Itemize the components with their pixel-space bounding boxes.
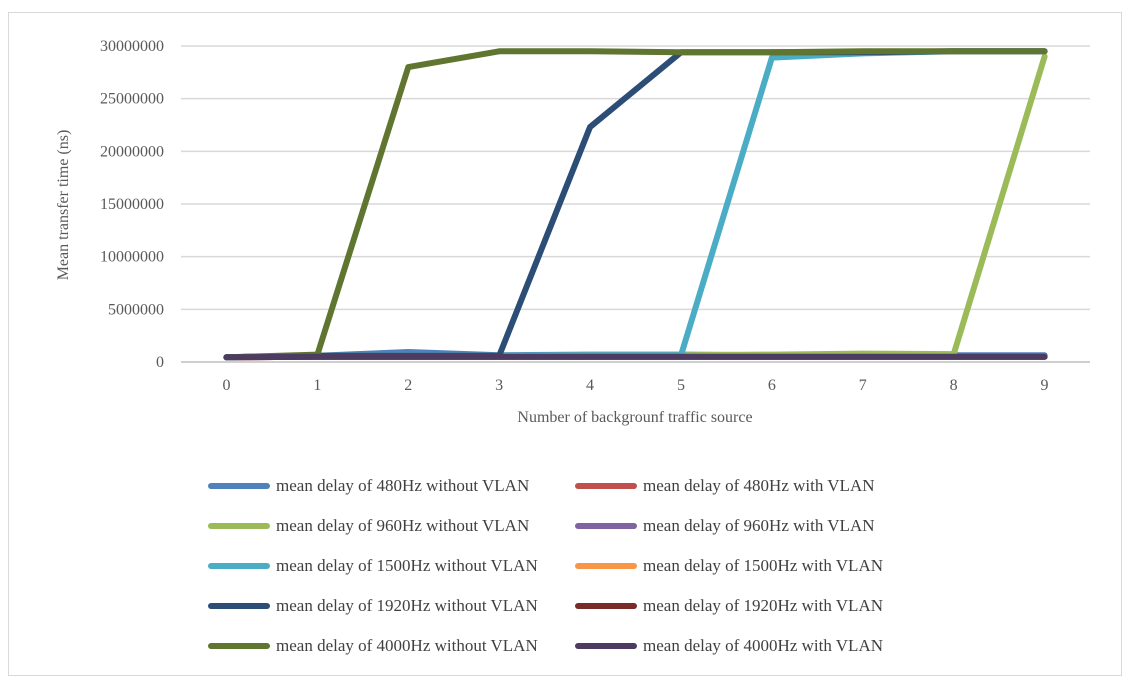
legend-item: mean delay of 1500Hz without VLAN bbox=[208, 554, 575, 577]
series-line-2 bbox=[223, 53, 1048, 361]
y-tick-label: 15000000 bbox=[100, 196, 164, 213]
legend-swatch bbox=[208, 562, 270, 569]
x-axis-title: Number of backgrounf traffic source bbox=[517, 409, 752, 426]
legend-label: mean delay of 1500Hz without VLAN bbox=[276, 555, 538, 575]
legend-item: mean delay of 4000Hz without VLAN bbox=[208, 634, 575, 657]
legend-item: mean delay of 1920Hz with VLAN bbox=[575, 594, 928, 617]
series-line-8 bbox=[223, 48, 1048, 361]
series-lines bbox=[223, 48, 1048, 361]
legend-item: mean delay of 480Hz without VLAN bbox=[208, 474, 575, 497]
legend-label: mean delay of 480Hz with VLAN bbox=[643, 475, 875, 495]
legend-item: mean delay of 480Hz with VLAN bbox=[575, 474, 928, 497]
line-chart: 0 5000000 10000000 15000000 20000000 25000000… bbox=[55, 38, 1090, 426]
y-tick-label: 0 bbox=[156, 354, 164, 371]
legend-item: mean delay of 960Hz with VLAN bbox=[575, 514, 928, 537]
legend-swatch bbox=[575, 642, 637, 649]
x-tick-label: 0 bbox=[222, 377, 230, 394]
y-axis-title: Mean transfer time (ns) bbox=[55, 130, 72, 281]
legend-item: mean delay of 1500Hz with VLAN bbox=[575, 554, 928, 577]
legend-label: mean delay of 960Hz without VLAN bbox=[276, 515, 530, 535]
legend-swatch bbox=[208, 602, 270, 609]
series-line-9 bbox=[223, 353, 1048, 361]
legend-item: mean delay of 4000Hz with VLAN bbox=[575, 634, 928, 657]
x-tick-label: 5 bbox=[677, 377, 685, 394]
legend-swatch bbox=[575, 562, 637, 569]
x-tick-label: 4 bbox=[586, 377, 594, 394]
x-tick-label: 6 bbox=[768, 377, 776, 394]
legend: mean delay of 480Hz without VLAN mean del… bbox=[208, 474, 928, 657]
y-axis-ticks: 0 5000000 10000000 15000000 20000000 25000000… bbox=[100, 38, 164, 371]
x-tick-label: 2 bbox=[404, 377, 412, 394]
x-tick-label: 8 bbox=[950, 377, 958, 394]
y-tick-label: 10000000 bbox=[100, 249, 164, 266]
legend-label: mean delay of 1500Hz with VLAN bbox=[643, 555, 883, 575]
legend-label: mean delay of 1920Hz without VLAN bbox=[276, 595, 538, 615]
y-tick-label: 20000000 bbox=[100, 143, 164, 160]
legend-swatch bbox=[208, 482, 270, 489]
x-tick-label: 3 bbox=[495, 377, 503, 394]
legend-label: mean delay of 480Hz without VLAN bbox=[276, 475, 530, 495]
legend-swatch bbox=[208, 642, 270, 649]
y-tick-label: 5000000 bbox=[108, 301, 164, 318]
chart-frame bbox=[8, 12, 1122, 676]
x-tick-label: 1 bbox=[313, 377, 321, 394]
legend-swatch bbox=[208, 522, 270, 529]
legend-item: mean delay of 1920Hz without VLAN bbox=[208, 594, 575, 617]
y-tick-label: 25000000 bbox=[100, 91, 164, 108]
y-tick-label: 30000000 bbox=[100, 38, 164, 55]
legend-swatch bbox=[575, 522, 637, 529]
legend-label: mean delay of 4000Hz without VLAN bbox=[276, 635, 538, 655]
legend-item: mean delay of 960Hz without VLAN bbox=[208, 514, 575, 537]
x-tick-label: 7 bbox=[859, 377, 867, 394]
legend-swatch bbox=[575, 602, 637, 609]
x-axis-ticks: 0 1 2 3 4 5 6 7 8 9 bbox=[222, 377, 1048, 394]
legend-label: mean delay of 4000Hz with VLAN bbox=[643, 635, 883, 655]
legend-label: mean delay of 960Hz with VLAN bbox=[643, 515, 875, 535]
legend-swatch bbox=[575, 482, 637, 489]
x-tick-label: 9 bbox=[1041, 377, 1049, 394]
legend-label: mean delay of 1920Hz with VLAN bbox=[643, 595, 883, 615]
